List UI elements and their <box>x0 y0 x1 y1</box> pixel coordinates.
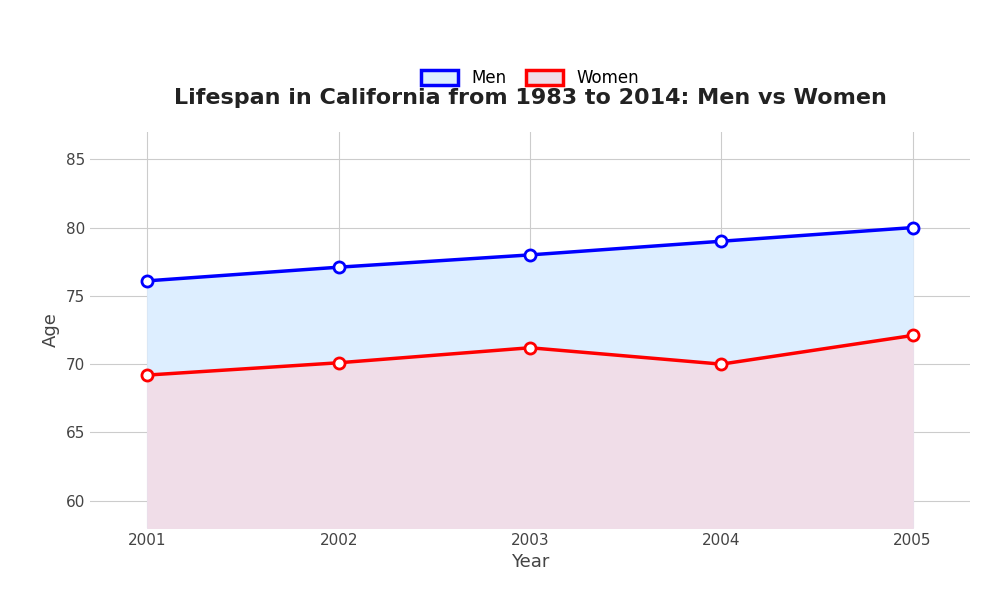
Y-axis label: Age: Age <box>42 313 60 347</box>
Title: Lifespan in California from 1983 to 2014: Men vs Women: Lifespan in California from 1983 to 2014… <box>174 88 886 108</box>
Legend: Men, Women: Men, Women <box>421 69 639 87</box>
X-axis label: Year: Year <box>511 553 549 571</box>
